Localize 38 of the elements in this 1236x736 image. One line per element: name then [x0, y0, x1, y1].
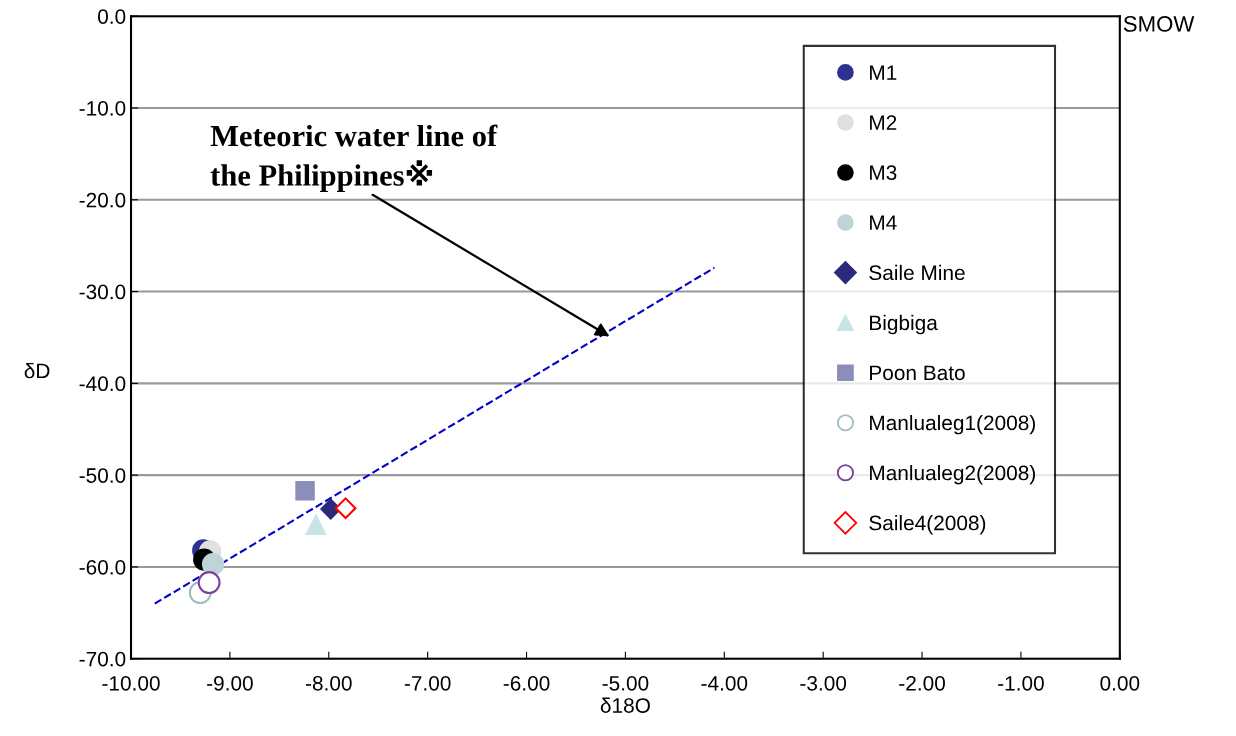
legend-label: M3	[870, 165, 897, 181]
x-axis-title: δ18O	[600, 697, 650, 713]
point	[201, 553, 225, 576]
y-tick-label: -10.0	[79, 100, 126, 116]
x-tick-label: -8.00	[305, 675, 352, 691]
x-tick-label: 0.00	[1100, 675, 1140, 691]
x-tick-label: -5.00	[602, 675, 649, 691]
point	[305, 514, 327, 536]
legend-label: M4	[870, 215, 897, 230]
y-tick-label: -30.0	[79, 284, 126, 300]
y-tick-label: -50.0	[79, 468, 126, 483]
point	[295, 481, 315, 501]
x-tick-label: -9.00	[207, 675, 253, 691]
legend-label: Saile4(2008)	[869, 515, 986, 535]
x-tick-label: -10.00	[102, 675, 160, 691]
y-axis-title: δD	[24, 363, 50, 379]
legend-label: Manlualeg2(2008)	[870, 465, 1035, 485]
x-tick-label: -6.00	[503, 675, 550, 691]
y-tick-label: -70.0	[79, 651, 126, 667]
point	[197, 571, 221, 594]
x-tick-label: -4.00	[701, 675, 748, 691]
x-tick-label: -2.00	[899, 675, 945, 691]
x-tick-label: -1.00	[998, 675, 1044, 691]
x-tick-label: -7.00	[404, 675, 451, 691]
y-tick-label: -60.0	[79, 559, 126, 575]
y-tick-label: -40.0	[79, 376, 126, 392]
legend-label: Saile Mine	[869, 264, 965, 281]
y-tick-label: 0.0	[98, 9, 126, 24]
text: SMOW	[1123, 16, 1195, 32]
legend-label: Manlualeg1(2008)	[870, 414, 1035, 435]
annotation: Meteoric water line of the Philippines※	[210, 124, 498, 193]
x-tick-label: -3.00	[800, 675, 847, 691]
legend-label: M2	[870, 115, 897, 130]
y-tick-label: -20.0	[79, 192, 126, 208]
legend-label: Bigbiga	[870, 314, 938, 335]
point	[334, 497, 357, 520]
legend-label: M1	[870, 65, 897, 80]
legend-label: Poon Bato	[870, 365, 965, 381]
